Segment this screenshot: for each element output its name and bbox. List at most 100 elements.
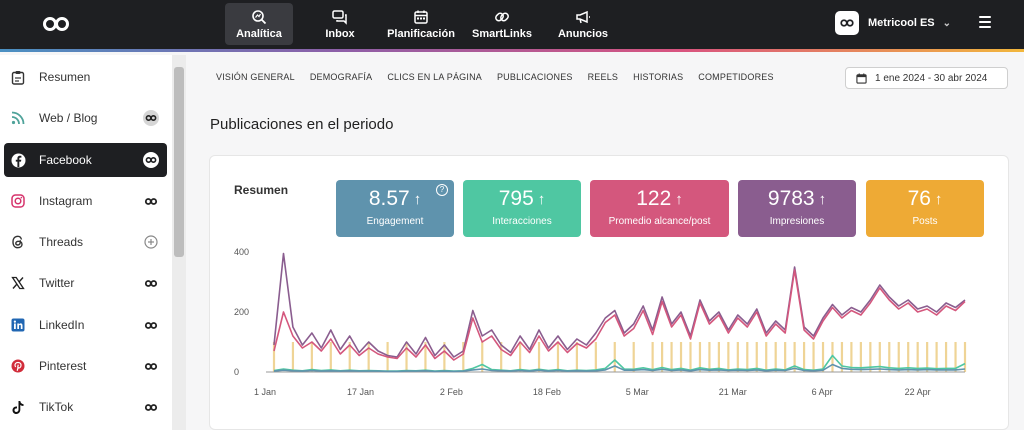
chevron-down-icon: ⌄ bbox=[942, 17, 952, 29]
connected-metricool-icon bbox=[143, 152, 159, 168]
calendar-icon bbox=[856, 72, 867, 84]
nav-analitica-label: Analítica bbox=[236, 27, 282, 40]
arrow-up-icon: ↑ bbox=[413, 190, 422, 208]
scrollbar-thumb[interactable] bbox=[174, 67, 184, 257]
sidebar-item-label: Instagram bbox=[39, 194, 93, 208]
date-range-picker[interactable]: 1 ene 2024 - 30 abr 2024 bbox=[845, 67, 1008, 89]
nav-anuncios-label: Anuncios bbox=[557, 27, 609, 40]
nav-analitica[interactable]: Analítica bbox=[225, 3, 293, 45]
sidebar: Resumen Web / Blog Facebook Instagram Th… bbox=[0, 55, 172, 430]
summary-title: Resumen bbox=[234, 183, 289, 197]
kpi-value: 9783 bbox=[767, 187, 815, 210]
facebook-icon bbox=[10, 152, 26, 168]
inbox-icon bbox=[332, 9, 347, 25]
kpi-engagement: 8.57 ↑ Engagement ? bbox=[336, 180, 454, 237]
sidebar-item-label: Twitter bbox=[39, 276, 75, 290]
calendar-icon bbox=[414, 10, 428, 24]
sidebar-item-threads[interactable]: Threads bbox=[4, 225, 167, 259]
x-icon bbox=[10, 275, 26, 291]
instagram-icon bbox=[10, 193, 26, 209]
connected-metricool-icon bbox=[143, 110, 159, 126]
kpi-value: 8.57 bbox=[368, 187, 410, 210]
connected-metricool-icon bbox=[143, 399, 159, 415]
sidebar-item-facebook[interactable]: Facebook bbox=[4, 143, 167, 177]
y-tick-label: 400 bbox=[234, 247, 249, 257]
connected-metricool-icon bbox=[143, 358, 159, 374]
nav-smartlinks-label: SmartLinks bbox=[472, 27, 532, 40]
sidebar-item-label: LinkedIn bbox=[39, 318, 85, 332]
kpi-impresiones: 9783 ↑ Impresiones bbox=[738, 180, 856, 237]
arrow-up-icon: ↑ bbox=[818, 190, 827, 208]
nav-inbox-label: Inbox bbox=[325, 27, 355, 40]
kpi-label: Interacciones bbox=[492, 216, 552, 227]
kpi-value: 795 bbox=[498, 187, 534, 210]
analytics-icon bbox=[252, 9, 267, 24]
sidebar-item-tiktok[interactable]: TikTok bbox=[4, 390, 167, 424]
sidebar-item-web-blog[interactable]: Web / Blog bbox=[4, 101, 167, 135]
connected-metricool-icon bbox=[143, 193, 159, 209]
pinterest-icon bbox=[10, 358, 26, 374]
sidebar-item-label: Pinterest bbox=[39, 359, 87, 373]
nav-planificacion[interactable]: Planificación bbox=[386, 3, 456, 45]
x-tick-label: 5 Mar bbox=[626, 387, 649, 397]
clipboard-icon bbox=[10, 69, 26, 85]
account-avatar bbox=[835, 11, 859, 35]
kpi-interacciones: 795 ↑ Interacciones bbox=[463, 180, 581, 237]
x-tick-label: 21 Mar bbox=[719, 387, 747, 397]
add-connection-icon[interactable] bbox=[143, 234, 159, 250]
arrow-up-icon: ↑ bbox=[537, 190, 546, 208]
brand-gradient-stripe bbox=[0, 49, 1024, 52]
tiktok-icon bbox=[10, 399, 26, 415]
nav-inbox[interactable]: Inbox bbox=[312, 3, 368, 45]
kpi-label: Promedio alcance/post bbox=[608, 216, 711, 227]
kpi-value: 122 bbox=[636, 187, 672, 210]
tab-reels[interactable]: REELS bbox=[587, 72, 619, 82]
nav-smartlinks[interactable]: SmartLinks bbox=[470, 3, 534, 45]
connected-metricool-icon bbox=[143, 275, 159, 291]
sidebar-item-twitter[interactable]: Twitter bbox=[4, 266, 167, 300]
arrow-up-icon: ↑ bbox=[934, 190, 943, 208]
connected-metricool-icon bbox=[143, 317, 159, 333]
series-line bbox=[273, 269, 966, 361]
kpi-promedio-alcance: 122 ↑ Promedio alcance/post bbox=[590, 180, 729, 237]
metricool-logo-icon[interactable] bbox=[42, 14, 70, 34]
metricool-logo-icon bbox=[840, 19, 854, 27]
x-tick-label: 1 Jan bbox=[254, 387, 276, 397]
date-range-value: 1 ene 2024 - 30 abr 2024 bbox=[875, 72, 988, 84]
sidebar-item-label: Facebook bbox=[39, 153, 92, 167]
kpi-label: Impresiones bbox=[769, 216, 825, 227]
tab-historias[interactable]: HISTORIAS bbox=[633, 72, 684, 82]
linkedin-icon bbox=[10, 317, 26, 333]
sidebar-item-pinterest[interactable]: Pinterest bbox=[4, 349, 167, 383]
tab-clics-pagina[interactable]: CLICS EN LA PÁGINA bbox=[387, 72, 482, 82]
y-tick-label: 0 bbox=[234, 367, 239, 377]
sidebar-scrollbar[interactable] bbox=[172, 55, 186, 430]
publications-chart: 400 200 0 1 Jan 17 Jan 2 Feb 18 Feb 5 Mar 21 Mar… bbox=[234, 247, 967, 397]
hamburger-menu-icon[interactable] bbox=[979, 16, 991, 28]
tab-competidores[interactable]: COMPETIDORES bbox=[698, 72, 774, 82]
nav-anuncios[interactable]: Anuncios bbox=[555, 3, 611, 45]
kpi-posts: 76 ↑ Posts bbox=[866, 180, 984, 237]
account-name: Metricool ES bbox=[868, 17, 935, 29]
help-icon[interactable]: ? bbox=[436, 184, 448, 196]
link-icon bbox=[495, 12, 509, 21]
sidebar-item-label: Web / Blog bbox=[39, 111, 98, 125]
sidebar-item-instagram[interactable]: Instagram bbox=[4, 184, 167, 218]
tab-vision-general[interactable]: VISIÓN GENERAL bbox=[216, 72, 295, 82]
x-tick-label: 17 Jan bbox=[347, 387, 374, 397]
page-title: Publicaciones en el periodo bbox=[210, 116, 394, 133]
series-line bbox=[273, 363, 966, 373]
tab-publicaciones[interactable]: PUBLICACIONES bbox=[496, 72, 573, 82]
megaphone-icon bbox=[576, 10, 590, 23]
summary-card: Resumen 8.57 ↑ Engagement ? 795 ↑ Interacc… bbox=[209, 155, 1009, 430]
sidebar-item-resumen[interactable]: Resumen bbox=[4, 60, 167, 94]
sidebar-item-linkedin[interactable]: LinkedIn bbox=[4, 308, 167, 342]
y-tick-label: 200 bbox=[234, 307, 249, 317]
kpi-label: Posts bbox=[912, 216, 938, 227]
threads-icon bbox=[10, 234, 26, 250]
top-navigation-bar: Analítica Inbox Planificación SmartLinks… bbox=[0, 0, 1024, 52]
tab-demografia[interactable]: DEMOGRAFÍA bbox=[309, 72, 373, 82]
account-switcher[interactable]: Metricool ES ⌄ bbox=[835, 11, 951, 35]
x-tick-label: 2 Feb bbox=[440, 387, 463, 397]
nav-planificacion-label: Planificación bbox=[387, 27, 455, 40]
